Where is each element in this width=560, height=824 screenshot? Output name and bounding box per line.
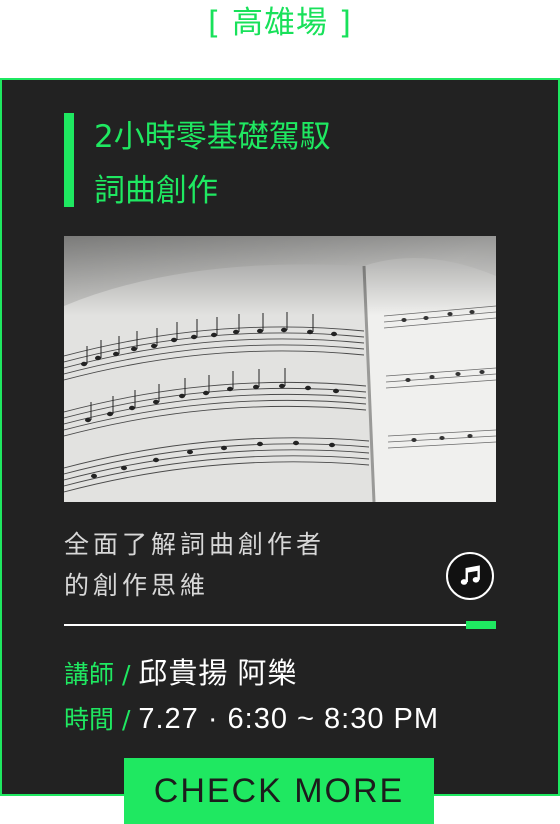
teacher-label: 講師 /: [64, 660, 139, 689]
check-more-button[interactable]: CHECK MORE: [124, 758, 434, 824]
music-note-glyph: [460, 565, 480, 585]
divider-line: [64, 624, 470, 626]
sheet-music-image: [64, 236, 496, 502]
venue-heading: [ 高雄場 ]: [208, 5, 352, 41]
course-card: 2小時零基礎駕馭 詞曲創作: [0, 78, 560, 796]
music-note-icon[interactable]: [446, 552, 494, 600]
course-title: 2小時零基礎駕馭 詞曲創作: [94, 110, 514, 218]
time-label: 時間 /: [64, 705, 139, 734]
title-accent-bar: [64, 113, 74, 207]
course-title-line1: 2小時零基礎駕馭: [94, 119, 331, 155]
course-description-line2: 的創作思維: [64, 571, 210, 600]
time-row: 時間 / 7.27 · 6:30 ~ 8:30 PM: [64, 700, 524, 736]
course-title-line2: 詞曲創作: [94, 173, 218, 209]
divider-accent: [466, 621, 496, 629]
teacher-value: 邱貴揚 阿樂: [138, 658, 298, 690]
course-description-line1: 全面了解詞曲創作者: [64, 530, 326, 559]
time-value: 7.27 · 6:30 ~ 8:30 PM: [138, 703, 440, 735]
course-description: 全面了解詞曲創作者 的創作思維: [64, 524, 424, 606]
teacher-row: 講師 / 邱貴揚 阿樂: [64, 650, 524, 692]
